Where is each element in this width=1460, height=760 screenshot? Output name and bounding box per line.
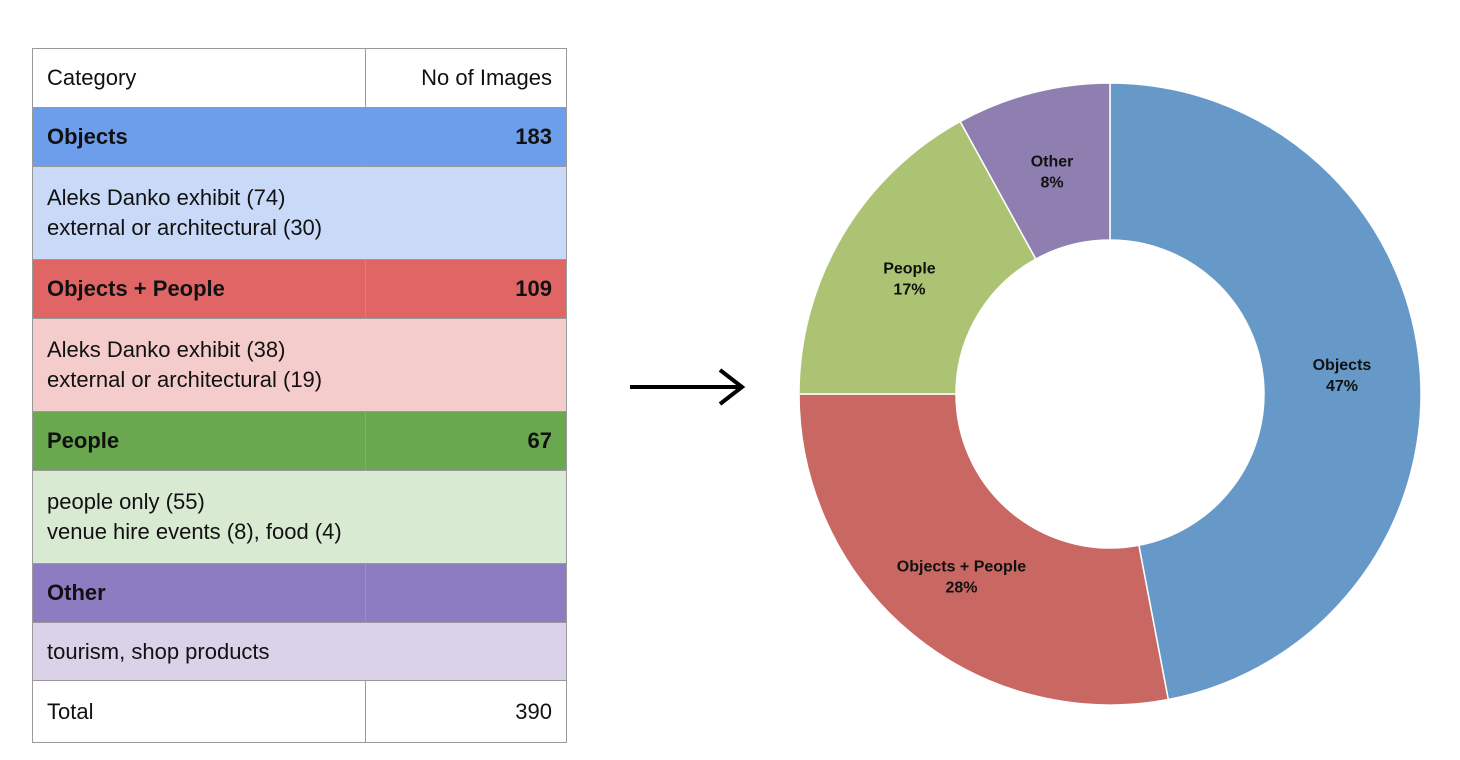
slice-other [959,82,1111,261]
right-arrow-icon [630,368,746,406]
detail-line: Aleks Danko exhibit (74) [47,185,286,210]
slice-people [798,120,1037,395]
slice-label-other: Other [1031,153,1074,170]
slice-percent-objects: 47% [1326,378,1358,395]
group-name: Other [32,563,366,623]
detail-row-objects: Aleks Danko exhibit (74) external or arc… [32,166,567,260]
table-header-row: Category No of Images [32,48,567,108]
header-category: Category [32,48,366,108]
group-row-people: People 67 [32,411,567,471]
detail-line: Aleks Danko exhibit (38) [47,337,286,362]
detail-line: tourism, shop products [47,638,270,664]
detail-cell: tourism, shop products [32,622,567,681]
total-label: Total [32,680,366,743]
slice-percent-objects-people: 28% [945,580,977,597]
donut-slices [798,82,1422,706]
slice-objects-people [798,393,1170,706]
total-row: Total 390 [32,680,567,743]
detail-row-other: tourism, shop products [32,622,567,681]
donut-labels: Objects 47% Objects + People 28% People 17% Ot… [883,153,1371,596]
group-name: Objects + People [32,259,366,319]
detail-cell: Aleks Danko exhibit (38) external or arc… [32,318,567,412]
detail-row-people: people only (55) venue hire events (8), … [32,470,567,564]
detail-line: external or architectural (30) [47,215,323,240]
group-count: 183 [365,107,567,167]
header-count: No of Images [365,48,567,108]
group-count: 109 [365,259,567,319]
slice-label-people: People [883,260,936,277]
group-name: People [32,411,366,471]
detail-line: external or architectural (19) [47,367,323,392]
detail-line: people only (55) [47,489,205,514]
slice-label-objects-people: Objects + People [897,559,1026,576]
group-row-objects-people: Objects + People 109 [32,259,567,319]
slice-objects [1109,82,1422,701]
group-count [365,563,567,623]
detail-cell: Aleks Danko exhibit (74) external or arc… [32,166,567,260]
slice-percent-people: 17% [893,281,925,298]
total-value: 390 [365,680,567,743]
donut-chart: Objects 47% Objects + People 28% People 17% Ot… [798,82,1422,706]
slice-label-objects: Objects [1313,357,1372,374]
group-row-other: Other [32,563,567,623]
group-row-objects: Objects 183 [32,107,567,167]
detail-cell: people only (55) venue hire events (8), … [32,470,567,564]
detail-line: venue hire events (8), food (4) [47,519,342,544]
group-name: Objects [32,107,366,167]
category-table: Category No of Images Objects 183 Aleks … [32,48,567,743]
detail-row-objects-people: Aleks Danko exhibit (38) external or arc… [32,318,567,412]
group-count: 67 [365,411,567,471]
slice-percent-other: 8% [1040,174,1063,191]
